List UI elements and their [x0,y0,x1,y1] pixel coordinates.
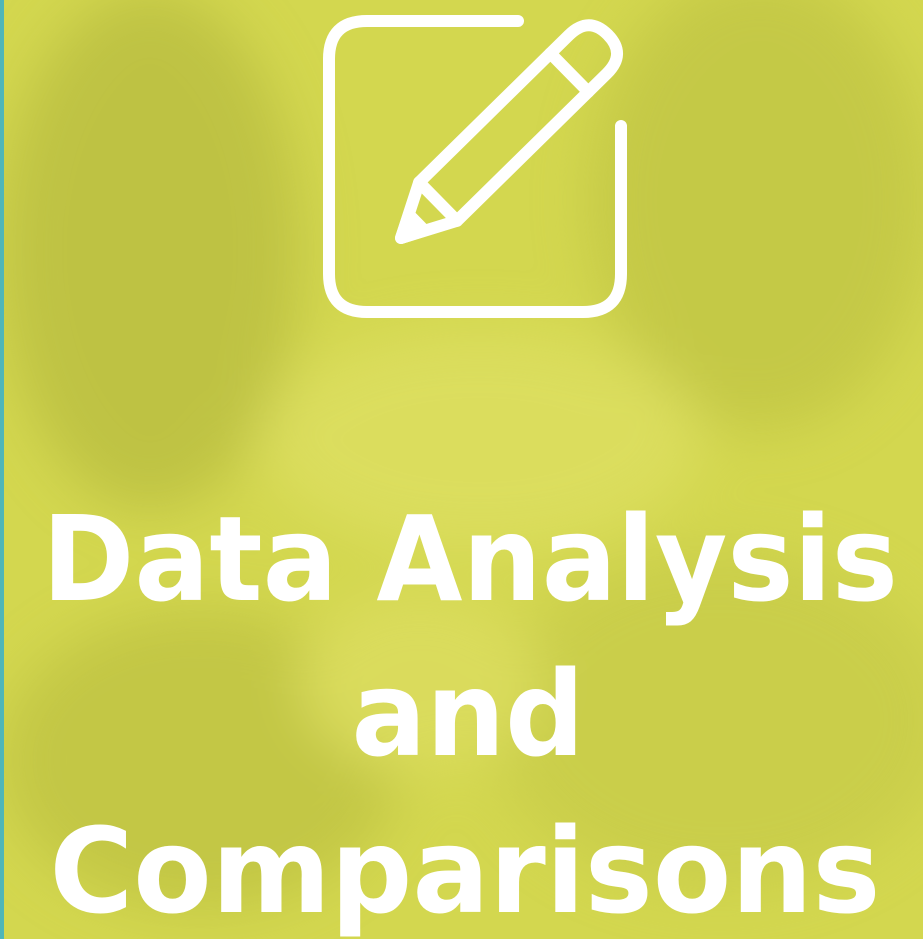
tile: Data Analysis and Comparisons [0,0,923,939]
title-line: Data Analysis [42,490,898,628]
title-line: and [352,645,585,783]
title-line: Comparisons [50,802,881,939]
edge-strip [0,0,4,939]
